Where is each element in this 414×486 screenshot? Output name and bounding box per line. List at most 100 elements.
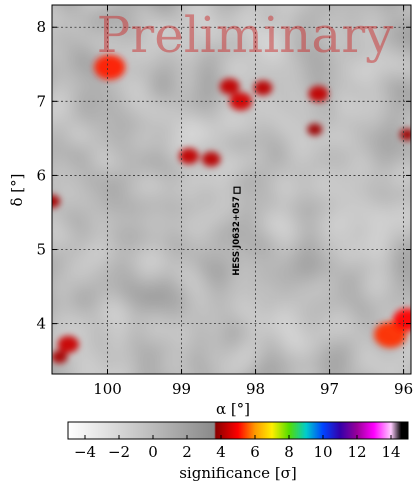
noise-cell [150,173,165,188]
noise-cell [122,341,137,356]
noise-cell [178,285,193,300]
noise-cell [136,47,151,62]
noise-cell [332,47,347,62]
noise-cell [374,33,389,48]
colorbar-tick-label: 8 [284,443,294,461]
noise-cell [304,215,319,230]
noise-cell [52,131,53,146]
noise-cell [248,271,263,286]
noise-cell [178,257,193,272]
noise-cell [150,145,165,160]
noise-cell [332,159,347,174]
noise-cell [360,103,375,118]
y-tick-label: 4 [36,315,46,333]
noise-cell [374,285,389,300]
noise-cell [66,285,81,300]
noise-cell [192,201,207,216]
noise-cell [234,131,249,146]
noise-cell [402,369,411,374]
noise-cell [346,215,361,230]
noise-cell [94,215,109,230]
noise-cell [304,61,319,76]
noise-cell [206,299,221,314]
noise-cell [304,145,319,160]
noise-cell [206,61,221,76]
noise-cell [192,215,207,230]
x-tick-label: 97 [320,380,339,398]
noise-cell [52,271,67,286]
noise-cell [346,355,361,370]
noise-cell [80,47,95,62]
noise-cell [108,313,123,328]
noise-cell [206,327,221,342]
noise-cell [206,47,221,62]
noise-cell [290,159,305,174]
noise-cell [164,61,179,76]
noise-cell [276,327,291,342]
noise-cell [122,369,137,374]
noise-cell [164,313,179,328]
noise-cell [220,383,235,398]
noise-cell [94,117,109,132]
noise-cell [304,383,319,398]
noise-cell [262,201,277,216]
noise-cell [388,299,403,314]
noise-cell [66,131,81,146]
noise-cell [80,117,95,132]
noise-cell [66,201,81,216]
noise-cell [346,187,361,202]
noise-cell [304,187,319,202]
noise-cell [178,215,193,230]
noise-cell [206,75,221,90]
noise-cell [346,271,361,286]
noise-cell [136,187,151,202]
noise-cell [192,131,207,146]
noise-cell [388,61,403,76]
noise-cell [94,89,109,104]
noise-cell [360,383,375,398]
noise-cell [402,117,411,132]
colorbar-tick-label: 14 [381,443,400,461]
noise-cell [388,47,403,62]
hotspot [399,128,411,141]
noise-cell [276,19,291,34]
y-tick-label: 6 [36,166,46,184]
noise-cell [52,61,67,76]
noise-cell [206,173,221,188]
noise-cell [136,89,151,104]
noise-cell [346,383,361,398]
noise-cell [80,131,95,146]
noise-cell [374,187,389,202]
noise-cell [206,355,221,370]
noise-cell [136,355,151,370]
noise-cell [122,327,137,342]
noise-cell [360,131,375,146]
colorbar-tick-label: 6 [250,443,260,461]
noise-cell [164,131,179,146]
noise-cell [290,313,305,328]
noise-cell [248,19,263,34]
noise-cell [262,285,277,300]
source-label: HESS J0632+057 [232,196,242,276]
noise-cell [80,369,95,374]
noise-cell [52,341,53,356]
noise-cell [206,131,221,146]
noise-cell [234,243,249,258]
y-axis-ticks: 4 5 6 7 8 [36,18,411,333]
noise-cell [94,369,109,374]
hotspot [308,85,329,102]
noise-cell [136,285,151,300]
noise-cell [94,313,109,328]
noise-cell [192,103,207,118]
noise-cell [52,145,67,160]
noise-cell [52,187,53,202]
noise-cell [318,215,333,230]
noise-cell [304,103,319,118]
noise-cell [402,173,411,188]
colorbar-tick-label: 10 [313,443,332,461]
noise-cell [52,299,53,314]
noise-cell [388,187,403,202]
noise-cell [346,61,361,76]
noise-cell [318,243,333,258]
